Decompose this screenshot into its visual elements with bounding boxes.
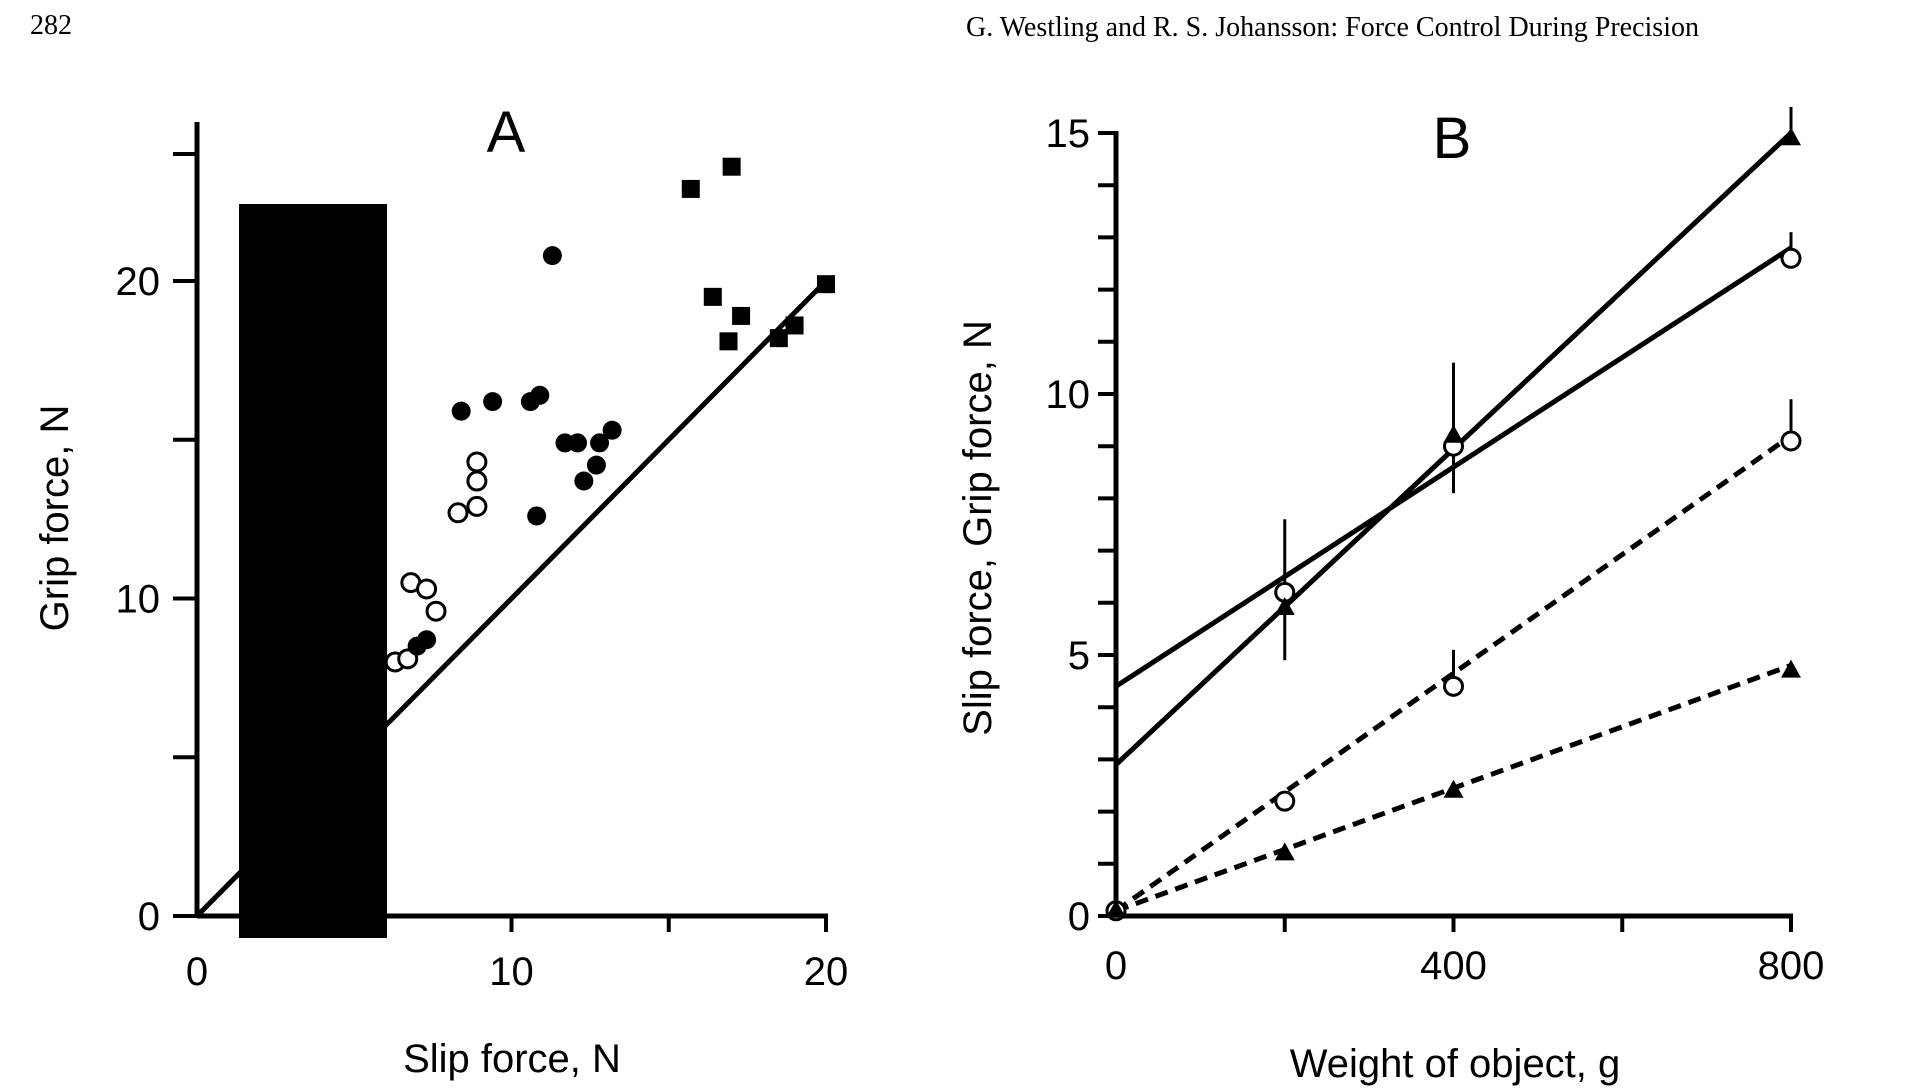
data-point [769, 329, 788, 348]
data-point [568, 433, 588, 453]
y-tick-label: 10 [1046, 373, 1091, 417]
page-number: 282 [30, 10, 72, 41]
data-point [483, 392, 503, 412]
panel-label: A [487, 100, 526, 165]
data-point [1780, 430, 1802, 452]
panel-a: 0 10 20 0 10 20 Slip force, N Grip force, N A [33, 100, 848, 1081]
data-point [527, 506, 547, 526]
running-head: G. Westling and R. S. Johansson: Force C… [966, 12, 1699, 43]
x-tick-label: 10 [489, 950, 534, 994]
y-tick-label: 20 [116, 260, 161, 304]
y-tick-label: 0 [138, 895, 160, 939]
y-axis-label: Grip force, N [33, 405, 77, 632]
data-point [466, 470, 488, 492]
data-point [466, 495, 488, 517]
data-point [574, 471, 594, 491]
data-point [1274, 790, 1296, 812]
data-point [466, 451, 488, 473]
data-point [722, 157, 741, 176]
data-point [586, 455, 606, 475]
y-tick-label: 15 [1046, 112, 1091, 156]
x-tick-label: 0 [1105, 944, 1127, 988]
data-point [447, 502, 469, 524]
data-point [1274, 842, 1295, 861]
data-point [681, 179, 700, 198]
data-point [602, 420, 622, 440]
y-tick-label: 5 [1068, 634, 1090, 678]
data-point [416, 578, 438, 600]
data-point [1780, 247, 1802, 269]
data-point [590, 433, 610, 453]
data-point [732, 306, 751, 325]
x-tick-label: 0 [186, 950, 208, 994]
redaction-block [239, 204, 387, 938]
data-point [1781, 127, 1801, 146]
y-tick-label: 0 [1068, 895, 1090, 939]
y-tick-label: 10 [116, 578, 161, 622]
y-axis-label: Slip force, Grip force, N [956, 320, 1000, 736]
data-point [719, 332, 738, 351]
data-point [1274, 597, 1295, 616]
data-point [425, 600, 447, 622]
x-tick-label: 800 [1758, 944, 1825, 988]
data-point [451, 401, 471, 421]
panel-b: 0 5 10 15 0 400 800 Weight of object, g Slip for… [956, 106, 1824, 1086]
x-tick-label: 20 [804, 950, 849, 994]
data-point [397, 648, 419, 670]
data-point [417, 630, 437, 650]
data-point [785, 316, 804, 335]
x-tick-label: 400 [1420, 944, 1487, 988]
data-point [1443, 779, 1464, 798]
data-point [817, 275, 835, 294]
data-point [542, 246, 562, 266]
dashed-fit-line [1114, 433, 1793, 913]
data-point [1443, 675, 1464, 697]
data-point [1443, 424, 1464, 443]
x-axis-label: Weight of object, g [1290, 1042, 1621, 1086]
data-point [1106, 899, 1126, 918]
x-axis-label: Slip force, N [403, 1037, 621, 1081]
data-point [530, 385, 550, 405]
panel-label: B [1433, 106, 1472, 171]
data-point [1781, 659, 1801, 678]
data-point [703, 287, 722, 306]
